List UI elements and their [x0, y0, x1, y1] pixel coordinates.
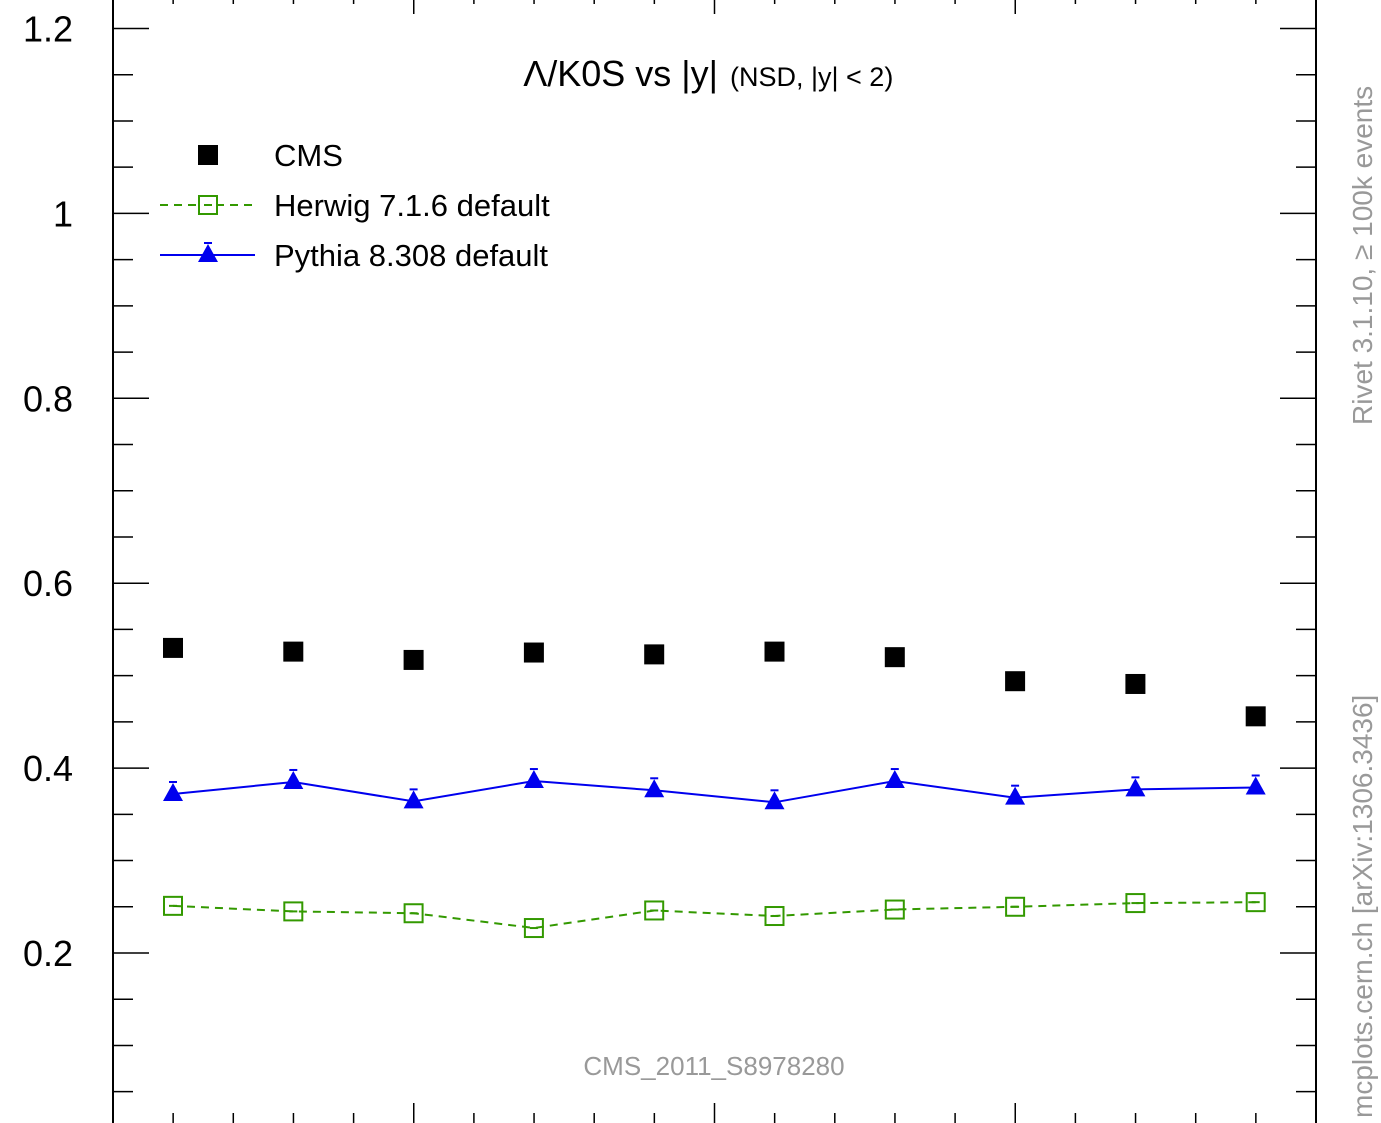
y-tick-label: 0.4	[23, 748, 73, 789]
herwig-point	[523, 918, 544, 939]
y-tick-label: 0.2	[23, 933, 73, 974]
legend-marker	[198, 145, 218, 165]
herwig-point	[283, 901, 304, 922]
legend-entry: Pythia 8.308 default	[160, 238, 548, 273]
series-layer	[163, 637, 1266, 939]
cms-point	[523, 642, 544, 663]
pythia-point	[198, 242, 218, 262]
side-label-mcplots: mcplots.cern.ch [arXiv:1306.3436]	[1347, 695, 1378, 1118]
y-tick-label: 1	[53, 193, 73, 234]
pythia-point	[283, 768, 304, 789]
pythia-point	[1245, 774, 1266, 795]
legend-entry: CMS	[198, 138, 343, 173]
pythia-point	[403, 788, 424, 809]
herwig-point	[884, 899, 905, 920]
side-label-rivet: Rivet 3.1.10, ≥ 100k events	[1347, 86, 1378, 425]
pythia-point	[163, 780, 183, 801]
herwig-point	[764, 906, 785, 927]
cms-point	[884, 647, 905, 668]
cms-point	[1005, 671, 1026, 692]
pythia-point	[764, 789, 785, 810]
herwig-point	[644, 900, 665, 921]
chart-title-main: Λ/K0S vs |y|	[523, 53, 718, 94]
herwig-point	[1125, 893, 1146, 914]
herwig-point	[163, 895, 183, 916]
herwig-point	[1245, 892, 1266, 913]
cms-point	[163, 637, 183, 658]
plot-frame	[112, 0, 1317, 1123]
cms-point	[283, 641, 304, 662]
pythia-point	[523, 768, 544, 789]
herwig-point	[198, 195, 218, 215]
cms-point	[1245, 706, 1266, 727]
legend: CMS Herwig 7.1.6 default Pythia 8.308 defa…	[160, 138, 550, 273]
legend-label: Pythia 8.308 default	[274, 238, 548, 273]
y-tick-label: 0.8	[23, 378, 73, 419]
axis-ticks	[112, 0, 1317, 1123]
y-tick-label: 0.6	[23, 563, 73, 604]
herwig-point	[1005, 896, 1026, 917]
analysis-annotation: CMS_2011_S8978280	[583, 1051, 844, 1081]
legend-label: Herwig 7.1.6 default	[274, 188, 550, 223]
legend-entry: Herwig 7.1.6 default	[160, 188, 550, 223]
herwig-line	[172, 901, 1256, 930]
pythia-point	[884, 768, 905, 789]
cms-point	[764, 641, 785, 662]
pythia-point	[644, 777, 665, 798]
cms-point	[1125, 673, 1146, 694]
y-tick-label: 1.2	[23, 9, 73, 50]
cms-point	[644, 644, 665, 665]
y-tick-labels: 0.2 0.4 0.6 0.8 1 1.2	[23, 9, 73, 975]
legend-label: CMS	[274, 138, 343, 173]
pythia-line	[172, 779, 1256, 804]
chart-title: Λ/K0S vs |y|	[523, 53, 718, 94]
pythia-point	[1005, 784, 1026, 805]
cms-point	[403, 649, 424, 670]
chart-subtitle: (NSD, |y| < 2)	[730, 62, 893, 92]
pythia-point	[1125, 776, 1146, 797]
herwig-point	[403, 903, 424, 924]
